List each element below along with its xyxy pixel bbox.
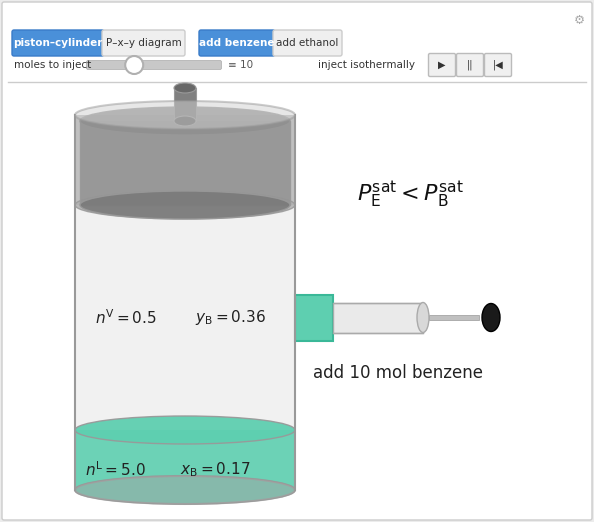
Ellipse shape — [75, 191, 295, 219]
FancyBboxPatch shape — [102, 30, 185, 56]
FancyBboxPatch shape — [485, 53, 511, 77]
Text: inject isothermally: inject isothermally — [318, 60, 415, 70]
Ellipse shape — [174, 83, 196, 93]
Text: add 10 mol benzene: add 10 mol benzene — [313, 363, 483, 382]
Text: ⚙: ⚙ — [573, 14, 584, 27]
Text: |◀: |◀ — [492, 60, 503, 70]
Ellipse shape — [80, 191, 290, 219]
Text: ▶: ▶ — [438, 60, 446, 70]
FancyBboxPatch shape — [273, 30, 342, 56]
FancyBboxPatch shape — [428, 53, 456, 77]
Text: $x_\mathrm{B} = 0.17$: $x_\mathrm{B} = 0.17$ — [180, 460, 251, 479]
Bar — [75, 430, 295, 490]
Bar — [75, 115, 295, 490]
Text: moles to inject: moles to inject — [14, 60, 91, 70]
Text: ||: || — [467, 60, 473, 70]
FancyBboxPatch shape — [87, 61, 222, 69]
Text: P–x–y diagram: P–x–y diagram — [106, 38, 181, 48]
Ellipse shape — [75, 416, 295, 444]
Ellipse shape — [80, 107, 290, 135]
Text: $y_\mathrm{B} = 0.36$: $y_\mathrm{B} = 0.36$ — [195, 308, 266, 327]
Ellipse shape — [174, 116, 196, 126]
Ellipse shape — [417, 303, 429, 333]
Bar — [295, 294, 333, 340]
Bar — [80, 121, 290, 205]
Text: add benzene: add benzene — [199, 38, 275, 48]
Ellipse shape — [75, 101, 295, 129]
Ellipse shape — [75, 476, 295, 504]
Text: $n^\mathrm{V} = 0.5$: $n^\mathrm{V} = 0.5$ — [95, 308, 157, 327]
FancyBboxPatch shape — [457, 53, 484, 77]
Bar — [75, 115, 295, 205]
Bar — [174, 88, 196, 121]
FancyBboxPatch shape — [12, 30, 104, 56]
Bar — [429, 315, 479, 320]
Text: add ethanol: add ethanol — [276, 38, 339, 48]
Text: piston–cylinder: piston–cylinder — [13, 38, 103, 48]
Circle shape — [125, 56, 143, 74]
FancyBboxPatch shape — [199, 30, 275, 56]
Text: ≡ 10: ≡ 10 — [228, 60, 253, 70]
Ellipse shape — [482, 303, 500, 331]
Bar — [333, 303, 423, 333]
Text: $n^\mathrm{L} = 5.0$: $n^\mathrm{L} = 5.0$ — [85, 460, 146, 479]
Text: $P_\mathrm{E}^\mathrm{sat} < P_\mathrm{B}^\mathrm{sat}$: $P_\mathrm{E}^\mathrm{sat} < P_\mathrm{B… — [356, 180, 463, 210]
Ellipse shape — [75, 476, 295, 504]
